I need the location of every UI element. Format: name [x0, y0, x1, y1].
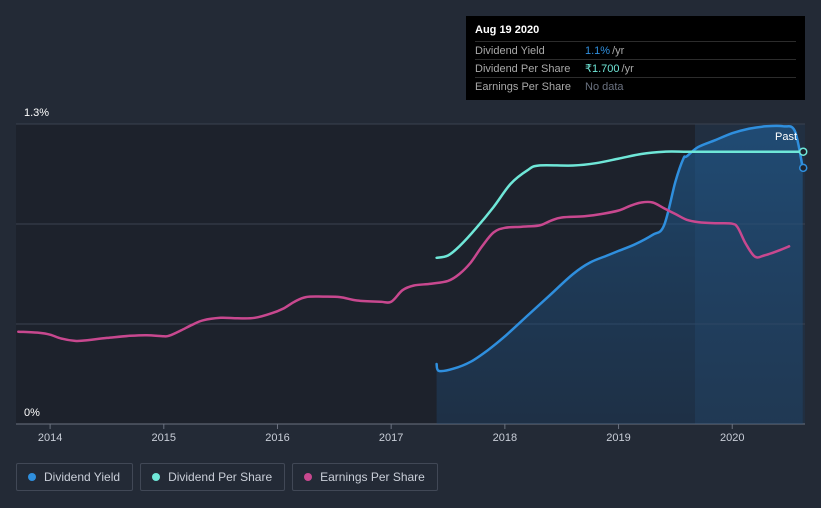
legend-label: Earnings Per Share: [320, 470, 425, 484]
x-tick-label: 2017: [379, 432, 403, 444]
tooltip-row-dps: Dividend Per Share ₹1.700/yr: [475, 59, 796, 77]
end-marker-yield: [798, 163, 808, 173]
tooltip-row-eps: Earnings Per Share No data: [475, 77, 796, 95]
tooltip-suffix: /yr: [612, 44, 625, 57]
legend-label: Dividend Yield: [44, 470, 121, 484]
x-axis-ticks: 2014 2015 2016 2017 2018 2019 2020: [38, 424, 744, 444]
legend-item-dividend-per-share[interactable]: Dividend Per Share: [140, 463, 286, 491]
tooltip: Aug 19 2020 Dividend Yield 1.1%/yr Divid…: [466, 16, 805, 100]
legend-dot-icon: [304, 473, 313, 481]
tooltip-label: Earnings Per Share: [475, 80, 571, 93]
series-line-eps: [17, 200, 791, 343]
legend-item-dividend-yield[interactable]: Dividend Yield: [16, 463, 134, 491]
y-axis-max-label: 1.3%: [24, 107, 49, 119]
legend-item-earnings-per-share[interactable]: Earnings Per Share: [292, 463, 438, 491]
series-fills: [436, 125, 803, 424]
series-lines: [17, 124, 804, 373]
series-area-yield: [436, 125, 803, 424]
past-label: Past: [775, 131, 797, 143]
legend-label: Dividend Per Share: [168, 470, 273, 484]
tooltip-value: 1.1%: [585, 44, 611, 57]
legend-dot-icon: [28, 473, 36, 481]
x-tick-label: 2016: [265, 432, 289, 444]
legend-dot-icon: [152, 473, 161, 481]
end-markers: [798, 147, 808, 173]
x-tick-label: 2019: [606, 432, 630, 444]
end-marker-dps: [798, 147, 808, 156]
y-axis-min-label: 0%: [24, 407, 40, 419]
series-line-dps: [435, 150, 804, 260]
x-tick-label: 2020: [720, 432, 744, 444]
tooltip-value: ₹1.700: [585, 63, 620, 75]
legend: Dividend Yield Dividend Per Share Earnin…: [16, 463, 438, 491]
series-line-yield: [435, 124, 804, 373]
x-tick-label: 2018: [493, 432, 517, 444]
tooltip-date: Aug 19 2020: [475, 24, 540, 36]
x-tick-label: 2015: [152, 432, 176, 444]
x-tick-label: 2014: [38, 432, 62, 444]
tooltip-suffix: /yr: [621, 63, 634, 75]
tooltip-value: No data: [585, 80, 624, 93]
tooltip-label: Dividend Yield: [475, 44, 545, 57]
tooltip-label: Dividend Per Share: [475, 62, 571, 75]
tooltip-row-yield: Dividend Yield 1.1%/yr: [475, 41, 796, 59]
